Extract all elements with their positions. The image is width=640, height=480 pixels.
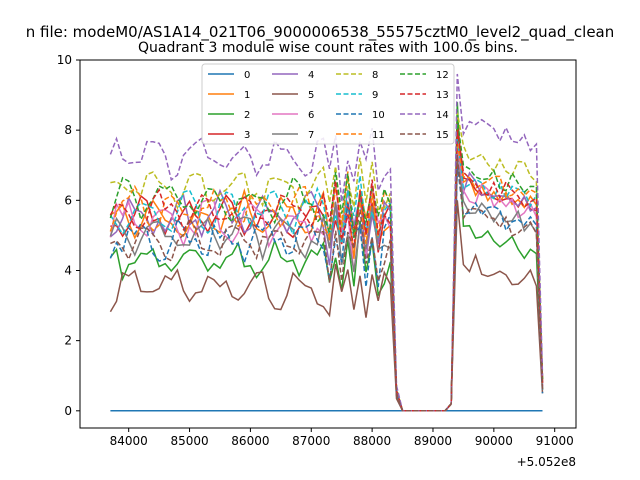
legend-label-15: 15 bbox=[436, 130, 449, 141]
legend-label-3: 3 bbox=[244, 130, 250, 141]
legend-label-10: 10 bbox=[372, 110, 385, 121]
legend-label-11: 11 bbox=[372, 130, 385, 141]
series-line-15 bbox=[110, 154, 544, 412]
series-layer bbox=[109, 73, 544, 412]
x-axis-ticks: 84000 85000 86000 87000 88000 89000 90000 91000 bbox=[110, 428, 574, 448]
x-tick-label: 86000 bbox=[231, 434, 269, 448]
legend-label-1: 1 bbox=[244, 90, 250, 101]
x-tick-label: 87000 bbox=[292, 434, 330, 448]
chart-title: Quadrant 3 module wise count rates with … bbox=[138, 40, 518, 56]
y-tick-label: 4 bbox=[64, 263, 72, 277]
legend-label-9: 9 bbox=[372, 90, 378, 101]
plot-area-frame bbox=[79, 59, 577, 429]
legend-label-8: 8 bbox=[372, 70, 378, 81]
x-tick-label: 91000 bbox=[536, 434, 574, 448]
legend-label-6: 6 bbox=[308, 110, 314, 121]
legend-label-2: 2 bbox=[244, 110, 250, 121]
legend-label-12: 12 bbox=[436, 70, 449, 81]
y-tick-label: 8 bbox=[64, 123, 72, 137]
legend-label-7: 7 bbox=[308, 130, 314, 141]
x-axis-offset-label: +5.052e8 bbox=[517, 455, 576, 469]
legend-label-4: 4 bbox=[308, 70, 314, 81]
y-tick-label: 0 bbox=[64, 404, 72, 418]
x-tick-label: 88000 bbox=[353, 434, 391, 448]
x-tick-label: 85000 bbox=[170, 434, 208, 448]
legend-frame bbox=[201, 63, 455, 145]
series-line-12 bbox=[109, 119, 544, 412]
figure-suptitle: n file: modeM0/AS1A14_021T06_9000006538_… bbox=[26, 23, 615, 42]
x-tick-label: 89000 bbox=[414, 434, 452, 448]
x-tick-label: 90000 bbox=[475, 434, 513, 448]
legend-label-14: 14 bbox=[436, 110, 449, 121]
y-tick-label: 2 bbox=[64, 334, 72, 348]
y-tick-label: 10 bbox=[57, 53, 72, 67]
legend-label-13: 13 bbox=[436, 90, 449, 101]
y-axis-ticks: 0 2 4 6 8 10 bbox=[57, 53, 80, 418]
series-line-14 bbox=[109, 73, 544, 412]
x-tick-label: 84000 bbox=[110, 434, 148, 448]
y-tick-label: 6 bbox=[64, 193, 72, 207]
series-line-5 bbox=[109, 200, 544, 412]
legend-label-5: 5 bbox=[308, 90, 314, 101]
series-line-8 bbox=[110, 112, 544, 412]
legend-label-0: 0 bbox=[244, 70, 250, 81]
series-line-13 bbox=[109, 130, 544, 412]
series-line-9 bbox=[109, 137, 544, 412]
